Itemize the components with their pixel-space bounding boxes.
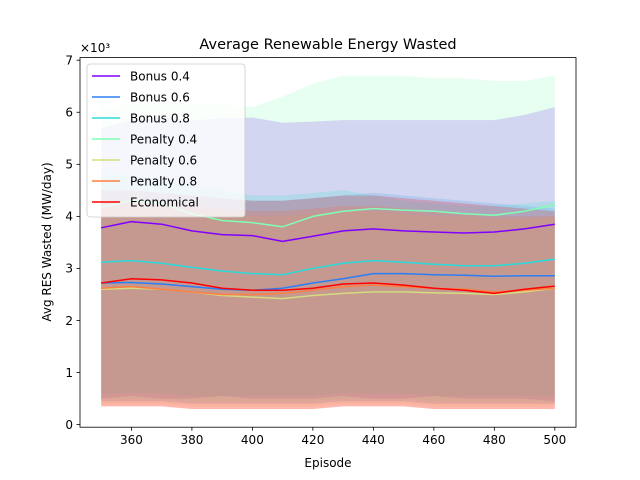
x-tick-label: 440 bbox=[362, 433, 385, 447]
legend-label-3: Penalty 0.4 bbox=[130, 133, 197, 147]
line-series-5 bbox=[101, 284, 555, 296]
band-series-5 bbox=[101, 200, 555, 409]
legend-label-1: Bonus 0.6 bbox=[130, 91, 190, 105]
y-tick-label: 7 bbox=[65, 54, 73, 68]
legend-label-5: Penalty 0.8 bbox=[130, 175, 197, 189]
x-axis-ticks: 360 380 400 420 440 460 480 500 bbox=[120, 427, 566, 447]
x-tick-label: 380 bbox=[180, 433, 203, 447]
band-series-4 bbox=[101, 206, 555, 407]
legend: Bonus 0.4 Bonus 0.6 Bonus 0.8 Penalty 0.4 Pe… bbox=[86, 63, 246, 218]
x-tick-label: 360 bbox=[120, 433, 143, 447]
plot-frame bbox=[79, 57, 577, 428]
y-tick-label: 3 bbox=[65, 262, 73, 276]
x-tick-label: 480 bbox=[483, 433, 506, 447]
y-tick-label: 5 bbox=[65, 158, 73, 172]
y-axis-ticks: 0 1 2 3 4 5 6 7 bbox=[65, 54, 80, 432]
x-tick-label: 400 bbox=[241, 433, 264, 447]
y-tick-label: 1 bbox=[65, 366, 73, 380]
y-tick-label: 0 bbox=[65, 418, 73, 432]
legend-label-0: Bonus 0.4 bbox=[130, 70, 190, 84]
y-multiplier-label: ×10³ bbox=[80, 41, 110, 55]
line-series-1 bbox=[101, 272, 555, 292]
y-tick-label: 6 bbox=[65, 106, 73, 120]
legend-label-4: Penalty 0.6 bbox=[130, 154, 197, 168]
y-tick-label: 2 bbox=[65, 314, 73, 328]
x-axis-label: Episode bbox=[304, 456, 351, 470]
line-series-2 bbox=[101, 258, 555, 276]
legend-label-6: Economical bbox=[130, 196, 199, 210]
y-tick-label: 4 bbox=[65, 210, 73, 224]
x-tick-label: 420 bbox=[301, 433, 324, 447]
line-series-6 bbox=[101, 278, 555, 295]
x-tick-label: 500 bbox=[543, 433, 566, 447]
line-series-0 bbox=[101, 220, 555, 243]
band-series-1 bbox=[101, 190, 555, 404]
y-axis-label: Avg RES Wasted (MW/day) bbox=[40, 162, 54, 321]
chart-title: Average Renewable Energy Wasted bbox=[199, 37, 456, 53]
x-tick-label: 460 bbox=[422, 433, 445, 447]
legend-label-2: Bonus 0.8 bbox=[130, 112, 190, 126]
legend-box bbox=[86, 63, 246, 218]
band-series-6 bbox=[101, 190, 555, 409]
